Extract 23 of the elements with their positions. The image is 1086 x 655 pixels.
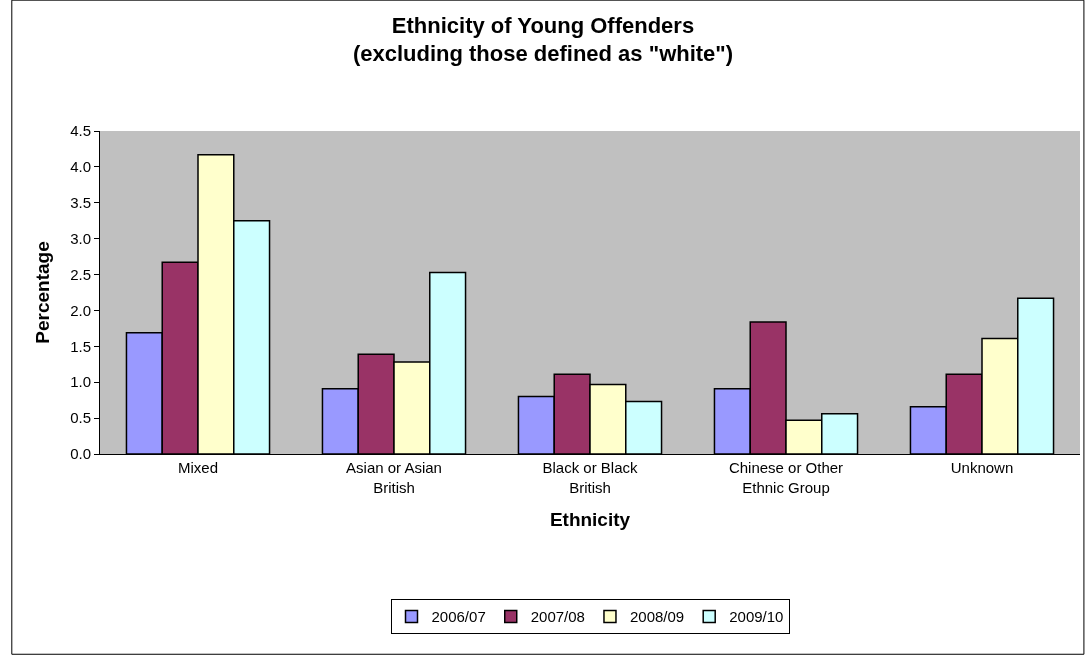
y-tick-label: 3.5 — [70, 194, 91, 212]
y-tick-label: 1.5 — [70, 337, 91, 355]
legend-label: 2007/08 — [530, 608, 585, 626]
chart-title: Ethnicity of Young Offenders — [391, 12, 695, 38]
x-tick-label: Unknown — [950, 459, 1014, 476]
y-axis-title: Percentage — [31, 241, 53, 344]
y-tick-label: 3.0 — [70, 229, 91, 247]
legend-label: 2006/07 — [431, 608, 486, 626]
y-tick-label: 4.0 — [70, 158, 91, 176]
chart-subtitle: (excluding those defined as "white") — [352, 41, 734, 67]
x-tick-label: Black or Black British — [542, 459, 639, 496]
x-axis-title: Ethnicity — [549, 509, 631, 531]
y-tick-label: 0.0 — [70, 445, 91, 463]
x-tick-label: Chinese or Other Ethnic Group — [728, 459, 844, 496]
y-tick-label: 4.5 — [70, 122, 91, 140]
y-tick-label: 2.0 — [70, 301, 91, 319]
legend-label: 2008/09 — [629, 608, 685, 626]
y-tick-label: 2.5 — [70, 265, 91, 283]
y-tick-label: 1.0 — [70, 373, 91, 391]
legend-label: 2009/10 — [729, 608, 784, 626]
y-tick-label: 0.5 — [70, 409, 91, 427]
x-tick-label: Mixed — [177, 459, 219, 476]
x-tick-label: Asian or Asian British — [346, 459, 442, 496]
